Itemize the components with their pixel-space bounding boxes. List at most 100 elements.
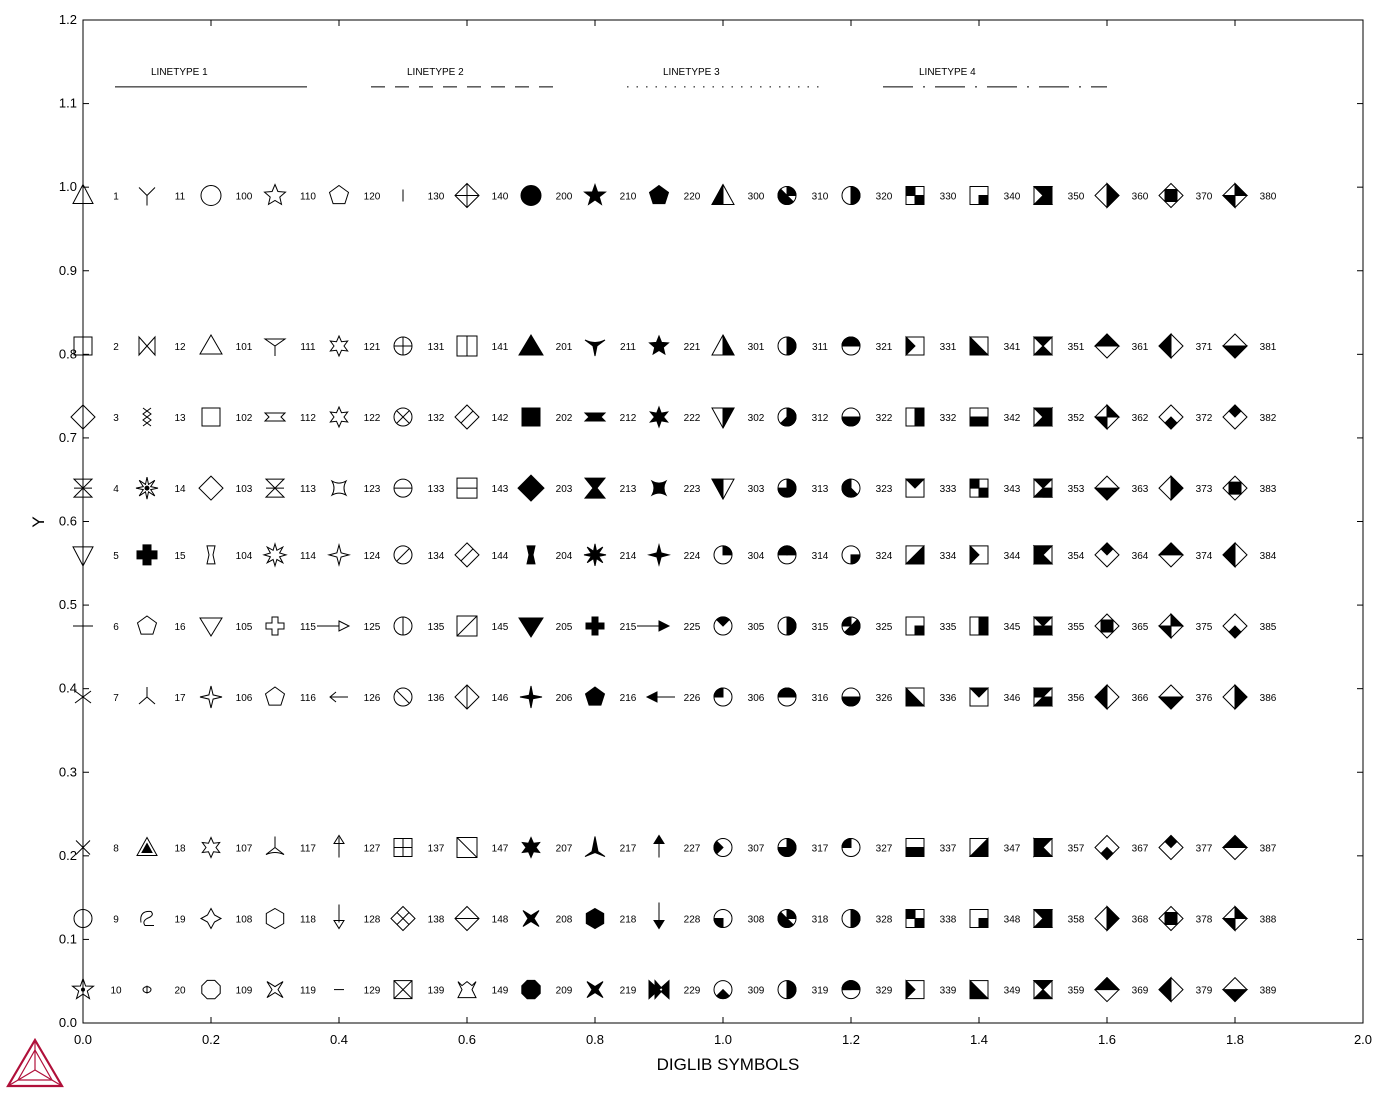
symbol-label: 144 <box>492 551 509 562</box>
y-tick-label: 0.4 <box>59 681 77 696</box>
symbol-glyph <box>330 479 348 497</box>
symbol-label: 332 <box>940 413 957 424</box>
symbol-label: 16 <box>174 622 186 633</box>
symbol-label: 201 <box>556 342 573 353</box>
symbol-glyph <box>140 910 154 926</box>
symbol-label: 335 <box>940 622 957 633</box>
symbol-glyph <box>264 686 286 706</box>
x-axis-label: DIGLIB SYMBOLS <box>657 1055 800 1074</box>
symbol-glyph <box>905 909 925 928</box>
symbol-label: 212 <box>620 413 637 424</box>
symbol-glyph <box>1158 976 1184 1003</box>
symbol-label: 315 <box>812 622 829 633</box>
symbol-label: 377 <box>1196 844 1213 855</box>
symbol-glyph <box>206 545 216 565</box>
symbol-label: 204 <box>556 551 573 562</box>
symbol-glyph <box>841 908 861 929</box>
symbol-label: 129 <box>364 986 381 997</box>
linetype-label: LINETYPE 4 <box>919 67 976 78</box>
symbol-label: 336 <box>940 693 957 704</box>
symbol-glyph <box>969 407 989 427</box>
symbol-glyph <box>521 979 541 1000</box>
symbol-glyph <box>1093 403 1121 431</box>
x-tick-label: 0.2 <box>202 1032 220 1047</box>
symbol-glyph <box>138 687 156 705</box>
symbol-label: 219 <box>620 986 637 997</box>
symbol-label: 223 <box>684 484 701 495</box>
linetype-label: LINETYPE 2 <box>407 67 464 78</box>
symbol-glyph <box>1222 541 1248 569</box>
symbol-glyph <box>454 684 480 710</box>
symbol-label: 322 <box>876 413 893 424</box>
symbol-label: 207 <box>556 844 573 855</box>
symbol-glyph <box>1158 474 1184 502</box>
symbol-glyph <box>138 187 156 206</box>
symbol-glyph <box>645 691 675 703</box>
symbol-label: 107 <box>236 844 253 855</box>
symbol-label: 384 <box>1260 551 1277 562</box>
symbol-label: 340 <box>1004 192 1021 203</box>
symbol-glyph <box>777 908 797 929</box>
symbol-label: 309 <box>748 986 765 997</box>
symbol-glyph <box>905 686 926 707</box>
symbol-label: 3 <box>113 413 119 424</box>
symbol-glyph <box>1221 182 1249 209</box>
symbol-label: 304 <box>748 551 765 562</box>
symbol-label: 15 <box>174 551 186 562</box>
symbol-label: 149 <box>492 986 509 997</box>
symbol-glyph <box>713 687 733 707</box>
symbol-glyph <box>1093 333 1121 359</box>
symbol-label: 367 <box>1132 844 1149 855</box>
symbol-glyph <box>905 407 925 427</box>
symbol-label: 13 <box>174 413 186 424</box>
symbol-label: 118 <box>300 915 316 926</box>
symbol-glyph <box>264 478 286 498</box>
symbol-label: 213 <box>620 484 637 495</box>
symbol-label: 227 <box>684 844 701 855</box>
symbol-glyph <box>1158 404 1184 430</box>
symbol-glyph <box>198 475 224 501</box>
symbol-glyph <box>1157 612 1185 640</box>
symbol-glyph <box>74 687 92 707</box>
symbol-glyph <box>585 616 605 636</box>
symbol-label: 389 <box>1260 986 1277 997</box>
symbol-label: 142 <box>492 413 509 424</box>
symbol-glyph <box>777 980 797 1000</box>
symbol-glyph <box>1032 478 1054 498</box>
symbol-label: 300 <box>748 192 765 203</box>
tetrahedron-logo-icon <box>6 1037 64 1088</box>
symbol-glyph <box>73 616 93 636</box>
symbol-label: 345 <box>1004 622 1021 633</box>
symbol-label: 349 <box>1004 986 1021 997</box>
symbol-label: 143 <box>492 484 509 495</box>
symbol-label: 113 <box>300 484 316 495</box>
symbol-glyph <box>526 545 536 565</box>
symbol-label: 6 <box>113 622 119 633</box>
symbol-glyph <box>518 334 544 356</box>
symbol-glyph <box>711 407 735 430</box>
symbol-glyph <box>1032 980 1054 1000</box>
x-axis: 0.0 0.2 0.4 0.6 0.8 1.0 1.2 1.4 1.6 1.8 2.0 <box>74 20 1372 1047</box>
symbol-glyph <box>1032 544 1054 565</box>
symbol-glyph <box>329 691 348 703</box>
symbol-label: 145 <box>492 622 509 633</box>
symbol-label: 122 <box>364 413 381 424</box>
symbol-glyph <box>583 477 607 499</box>
symbol-glyph <box>75 840 91 855</box>
symbol-glyph <box>265 907 285 930</box>
y-tick-label: 1.2 <box>59 12 77 27</box>
symbol-glyph <box>904 544 925 565</box>
symbol-glyph <box>583 182 607 206</box>
symbol-label: 366 <box>1132 693 1149 704</box>
symbol-label: 114 <box>300 551 316 562</box>
symbol-glyph <box>456 615 478 637</box>
symbol-label: 337 <box>940 844 957 855</box>
symbol-label: 19 <box>174 915 186 926</box>
symbol-glyph <box>1158 332 1184 360</box>
symbol-label: 14 <box>174 484 186 495</box>
symbol-label: 370 <box>1196 192 1213 203</box>
symbol-glyph <box>1032 837 1054 858</box>
symbol-label: 140 <box>492 192 509 203</box>
y-tick-label: 1.0 <box>59 179 77 194</box>
symbol-label: 139 <box>428 986 445 997</box>
